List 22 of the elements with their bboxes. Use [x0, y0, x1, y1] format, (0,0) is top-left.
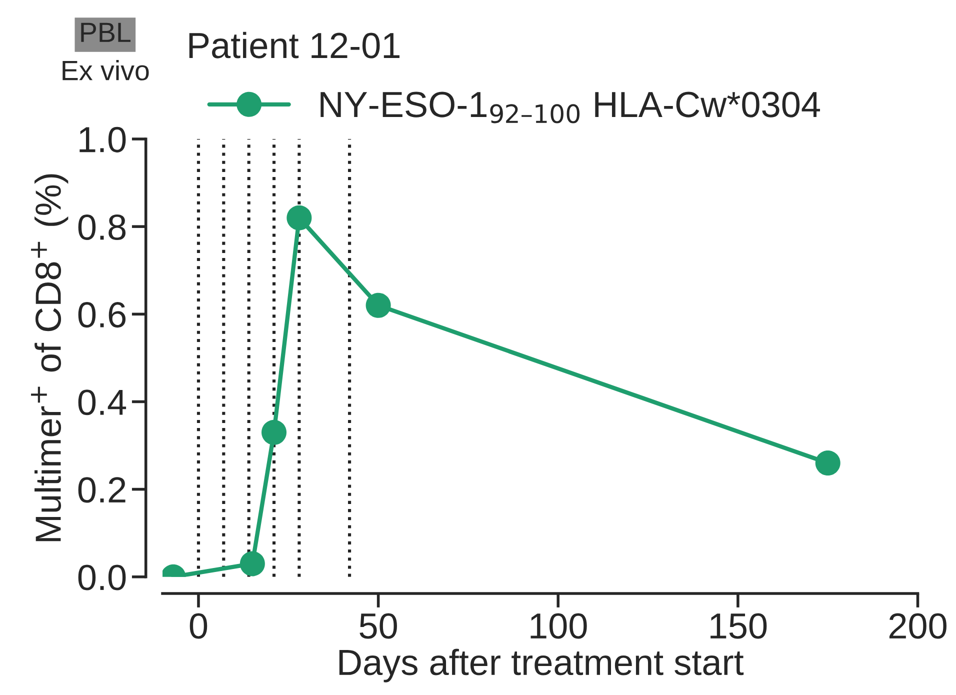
legend-label: NY-ESO-1$_{92–100}$ HLA-Cw*0304	[320, 92, 820, 124]
x-tick-label: 0	[190, 613, 208, 639]
point	[240, 551, 265, 576]
y-tick-label: 0.2	[78, 477, 126, 503]
y-tick-label: 0.6	[78, 302, 126, 328]
point	[366, 292, 391, 318]
x-tick-label: 150	[710, 613, 767, 639]
x-tick-label: 50	[360, 613, 397, 639]
point	[286, 205, 312, 230]
point	[262, 420, 287, 445]
chart-title: Patient 12-01	[189, 32, 400, 58]
y-axis-title: Multimer$^{+}$ of CD8$^{+}$ (%)	[31, 174, 68, 542]
y-tick-label: 0.8	[78, 214, 126, 240]
x-tick-label: 100	[530, 613, 587, 639]
text: PBL	[81, 22, 130, 42]
x-axis-title: Days after treatment start	[339, 648, 744, 682]
y-tick-label: 1.0	[80, 126, 126, 152]
y-tick-label: 0.4	[78, 390, 126, 416]
x-tick-label: 200	[889, 613, 946, 639]
text: Ex vivo	[62, 60, 149, 80]
point	[815, 450, 840, 476]
y-tick-label: 0.0	[78, 564, 126, 590]
